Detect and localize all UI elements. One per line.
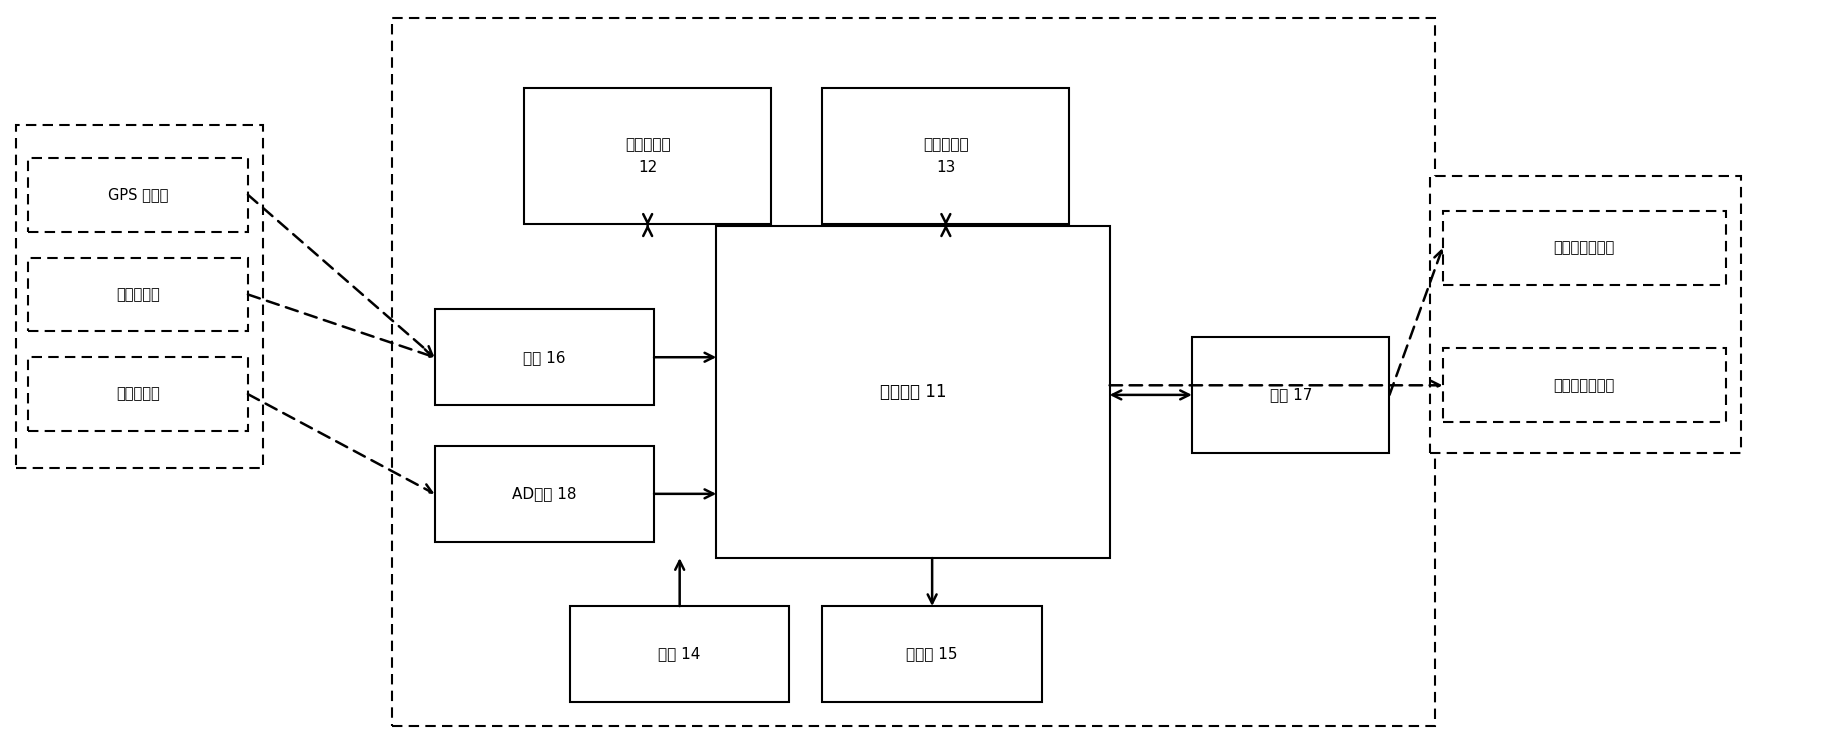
Text: AD转换 18: AD转换 18 xyxy=(512,487,576,501)
Bar xyxy=(28,357,248,431)
Bar xyxy=(1193,336,1389,453)
Bar xyxy=(15,125,262,468)
Bar xyxy=(28,158,248,231)
Bar xyxy=(435,446,653,542)
Text: 串口 17: 串口 17 xyxy=(1270,388,1312,403)
Bar xyxy=(525,88,771,224)
Bar xyxy=(1442,348,1727,422)
Text: 键盘 14: 键盘 14 xyxy=(659,647,701,661)
Text: GPS 接受模: GPS 接受模 xyxy=(108,187,169,202)
Bar xyxy=(571,606,789,702)
Bar xyxy=(1442,211,1727,285)
Text: 数据存储器
13: 数据存储器 13 xyxy=(923,138,969,175)
Bar xyxy=(822,88,1070,224)
Bar xyxy=(28,257,248,331)
Text: 湿度传感器: 湿度传感器 xyxy=(116,387,160,402)
Text: 串口 16: 串口 16 xyxy=(523,350,565,365)
Text: 微控制器 11: 微控制器 11 xyxy=(879,383,947,401)
Text: 割台状态传感器: 割台状态传感器 xyxy=(1554,378,1615,393)
Bar xyxy=(822,606,1042,702)
Bar xyxy=(393,18,1435,726)
Bar xyxy=(1429,176,1741,453)
Text: 电子盘存储模块: 电子盘存储模块 xyxy=(1554,240,1615,255)
Bar xyxy=(716,225,1110,558)
Text: 程序存储器
12: 程序存储器 12 xyxy=(626,138,670,175)
Text: 冲量传感器: 冲量传感器 xyxy=(116,287,160,302)
Text: 显示屏 15: 显示屏 15 xyxy=(906,647,958,661)
Bar xyxy=(435,310,653,405)
